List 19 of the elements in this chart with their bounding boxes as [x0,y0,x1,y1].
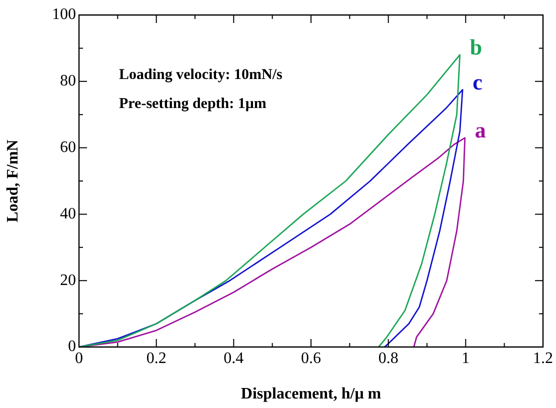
y-tick-label: 60 [60,139,76,156]
y-tick-label: 40 [60,205,76,222]
x-tick-label: 0.2 [146,350,166,367]
y-tick-label: 0 [68,338,76,356]
x-axis-title: Displacement, h/μ m [240,386,382,403]
y-tick-label: 100 [52,6,76,24]
x-tick-label: 0.8 [378,350,398,367]
x-tick-label: 0.6 [301,350,321,367]
x-tick-label: 1.2 [533,350,553,367]
y-tick-label: 80 [60,72,76,90]
series-label: b [470,34,482,60]
y-axis-title: Load, F/mN [4,139,22,222]
x-tick-label: 1 [462,350,470,367]
y-tick-label: 20 [60,272,76,289]
annotation: Pre-setting depth: 1μm [119,96,267,112]
x-tick-label: 0.4 [224,350,244,367]
series-label: c [472,69,483,94]
series-label: a [474,118,486,143]
annotation: Loading velocity: 10mN/s [119,66,282,83]
